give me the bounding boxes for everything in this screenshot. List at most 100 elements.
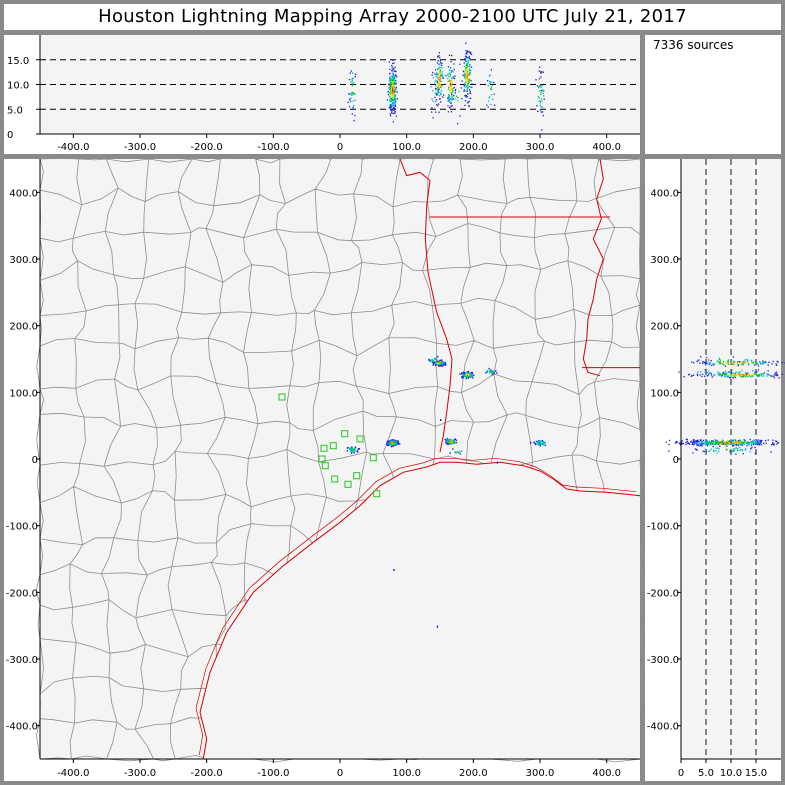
altitude-source — [439, 77, 441, 80]
lightning-source — [432, 360, 435, 362]
altitude-source — [466, 84, 468, 87]
plan-view-graphic: -400.0 -300.0 -200.0 -100.0 0 100.0 200.0 300.0… — [6, 154, 645, 779]
altitude-source — [716, 452, 718, 454]
altitude-source — [387, 94, 390, 96]
altitude-source — [350, 97, 352, 99]
altitude-source — [714, 439, 716, 441]
altitude-source — [708, 450, 710, 452]
lightning-source — [448, 439, 450, 441]
lightning-source — [393, 443, 396, 445]
altitude-source — [351, 113, 353, 115]
altitude-source — [351, 84, 354, 86]
lightning-source — [468, 374, 470, 376]
altitude-source — [668, 439, 671, 442]
altitude-source — [467, 101, 469, 103]
altitude-source — [393, 86, 396, 88]
altitude-source — [437, 84, 439, 87]
altitude-source — [351, 82, 353, 84]
altitude-source — [694, 440, 696, 442]
altitude-source — [391, 109, 393, 112]
altitude-source — [392, 105, 395, 107]
altitude-source — [443, 94, 445, 96]
altitude-source — [488, 82, 491, 84]
altitude-source — [389, 92, 391, 94]
altitude-source — [746, 374, 748, 376]
altitude-source — [775, 373, 777, 375]
altitude-source — [438, 103, 440, 105]
altitude-source — [469, 63, 471, 66]
altitude-source — [735, 441, 737, 443]
altitude-source — [681, 440, 683, 442]
altitude-source — [744, 372, 747, 374]
altitude-source — [432, 77, 435, 79]
altitude-source — [753, 373, 755, 376]
altitude-source — [438, 72, 440, 74]
altitude-source — [762, 373, 764, 375]
altitude-source — [710, 442, 712, 444]
altitude-source — [772, 439, 774, 441]
altitude-source — [687, 442, 689, 444]
altitude-source — [757, 442, 759, 444]
lightning-source — [387, 441, 389, 443]
altitude-source — [777, 441, 779, 444]
altitude-source — [464, 60, 467, 62]
altitude-source — [486, 104, 488, 106]
altitude-source — [488, 75, 490, 77]
altitude-source — [389, 84, 391, 86]
altitude-source — [439, 84, 441, 87]
altitude-source — [742, 442, 745, 445]
altitude-source — [432, 100, 434, 102]
lightning-source — [433, 360, 435, 363]
altitude-source — [758, 374, 761, 376]
altitude-source — [441, 62, 443, 65]
altitude-source — [449, 98, 452, 100]
lightning-source — [440, 360, 442, 362]
altitude-source — [451, 96, 453, 99]
altitude-source — [540, 91, 542, 93]
altitude-source — [709, 444, 711, 446]
altitude-source — [468, 70, 470, 72]
altitude-source — [453, 68, 455, 71]
lightning-source — [353, 449, 356, 451]
altitude-source — [488, 97, 490, 99]
altitude-source — [697, 374, 699, 377]
altitude-source — [471, 86, 473, 88]
altitude-source — [697, 440, 699, 442]
altitude-tick-label: 0 — [7, 130, 13, 141]
altitude-source — [754, 446, 756, 449]
altitude-source — [449, 89, 451, 91]
altitude-source — [753, 441, 755, 443]
lightning-source — [466, 373, 468, 376]
lightning-source — [539, 443, 542, 446]
altitude-source — [440, 74, 442, 76]
altitude-source — [448, 95, 450, 97]
altitude-source — [712, 443, 714, 445]
altitude-source — [463, 85, 465, 87]
altitude-source — [731, 369, 733, 371]
lightning-source — [437, 362, 440, 365]
lightning-source — [449, 452, 451, 454]
altitude-source — [541, 106, 543, 108]
altitude-source — [703, 442, 705, 445]
altitude-source — [759, 443, 761, 445]
altitude-source — [390, 91, 392, 93]
source-count-label: 7336 sources — [653, 38, 734, 52]
altitude-source — [464, 59, 466, 61]
altitude-source — [705, 361, 707, 363]
altitude-source — [448, 94, 450, 96]
altitude-source — [773, 444, 775, 446]
altitude-source — [772, 443, 774, 445]
lightning-source — [486, 370, 488, 372]
altitude-source — [724, 375, 726, 377]
altitude-source — [394, 95, 396, 97]
lightning-source — [439, 359, 441, 362]
altitude-source — [466, 65, 469, 67]
altitude-source — [709, 363, 711, 365]
altitude-source — [744, 441, 747, 443]
altitude-source — [393, 102, 396, 104]
altitude-source — [758, 375, 761, 377]
altitude-source — [448, 84, 451, 86]
altitude-source — [738, 444, 740, 446]
altitude-source — [450, 98, 453, 100]
lightning-source — [350, 450, 353, 452]
